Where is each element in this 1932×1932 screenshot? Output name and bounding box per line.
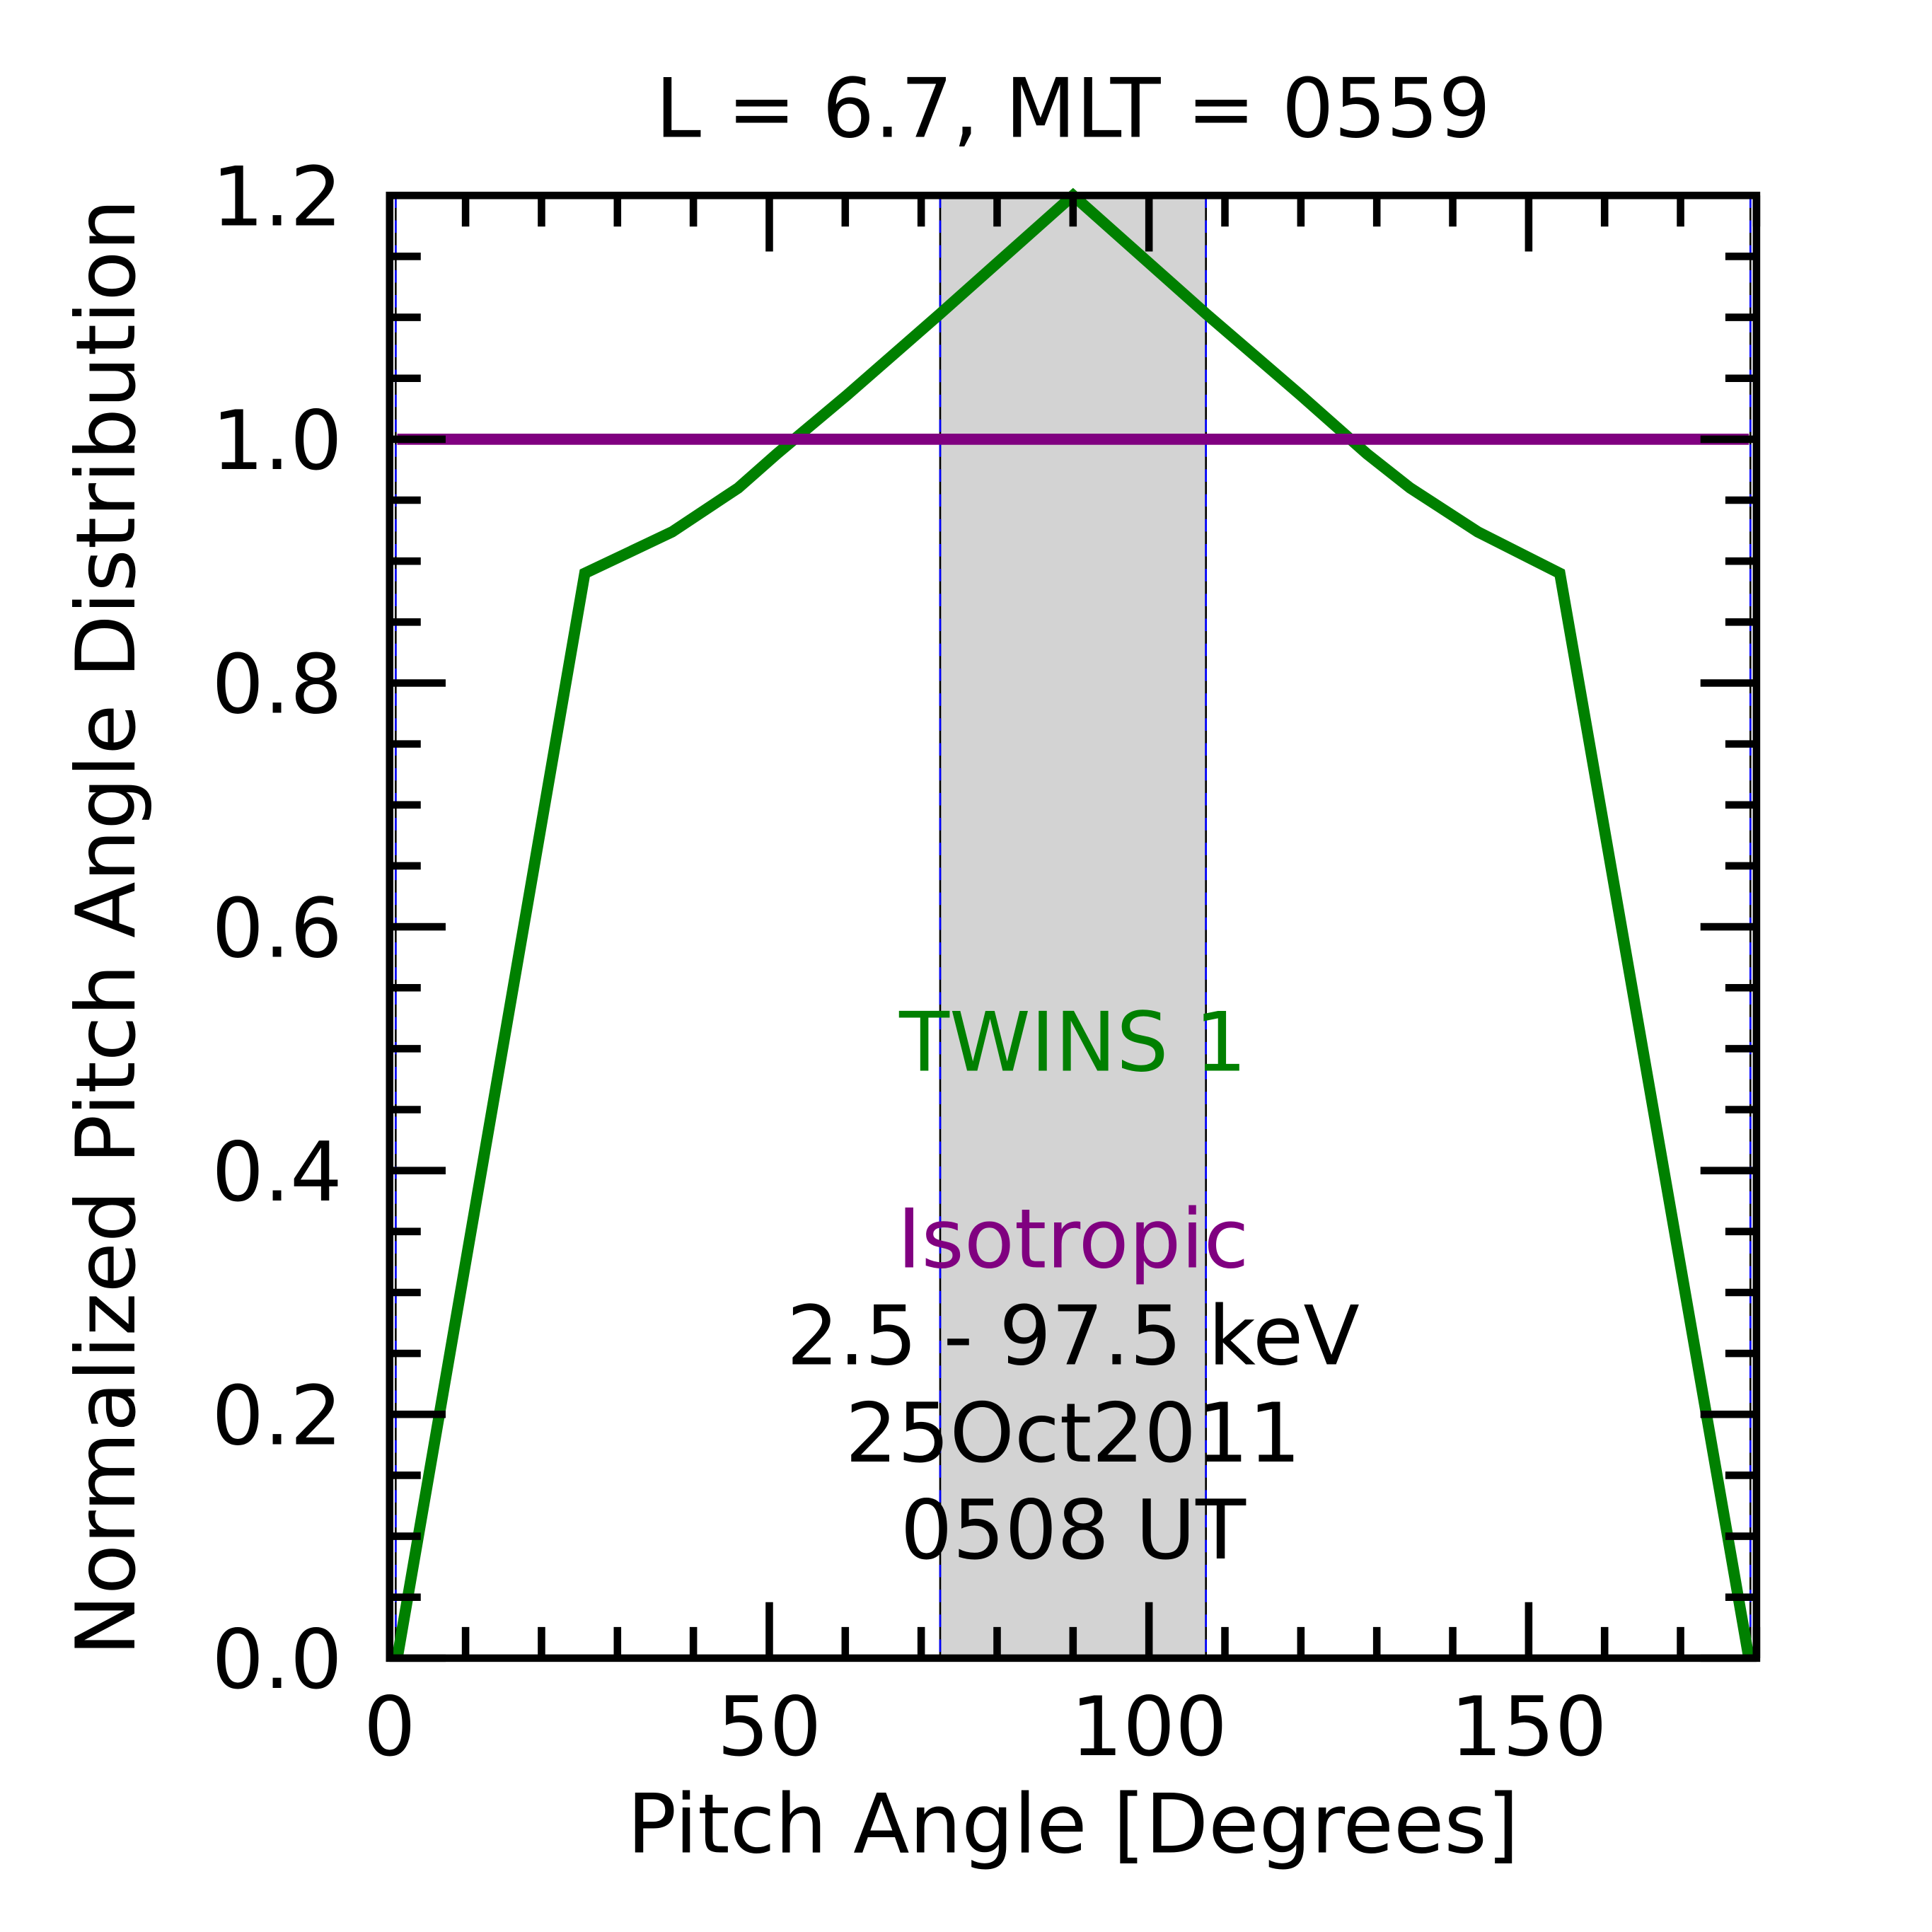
x-tick-label: 0 xyxy=(364,1679,416,1775)
y-tick-label: 0.6 xyxy=(212,881,342,976)
annotation-twins: TWINS 1 xyxy=(898,995,1246,1090)
y-tick-label: 1.0 xyxy=(212,393,342,489)
annotation-isotropic: Isotropic xyxy=(897,1191,1249,1287)
y-tick-label: 0.4 xyxy=(212,1125,342,1220)
x-axis-label: Pitch Angle [Degrees] xyxy=(627,1776,1519,1872)
x-tick-label: 50 xyxy=(717,1679,822,1775)
y-tick-label: 0.2 xyxy=(212,1369,342,1464)
annotation-energy: 2.5 - 97.5 keV xyxy=(787,1289,1360,1384)
annotation-time: 0508 UT xyxy=(901,1483,1246,1578)
chart-title: L = 6.7, MLT = 0559 xyxy=(655,62,1491,157)
plot-area: 0 50 100 150 0.0 0.2 0.4 0.6 0.8 1.0 1.2 xyxy=(212,149,1761,1775)
x-tick-label: 100 xyxy=(1070,1679,1227,1775)
y-tick-label: 0.0 xyxy=(212,1612,342,1708)
y-axis-label: Normalized Pitch Angle Distribution xyxy=(59,199,154,1656)
y-tick-label: 1.2 xyxy=(212,149,342,245)
annotation-date: 25Oct2011 xyxy=(845,1386,1301,1481)
y-tick-label: 0.8 xyxy=(212,637,342,733)
plot-frame xyxy=(386,191,1761,1662)
x-tick-label: 150 xyxy=(1450,1679,1607,1775)
